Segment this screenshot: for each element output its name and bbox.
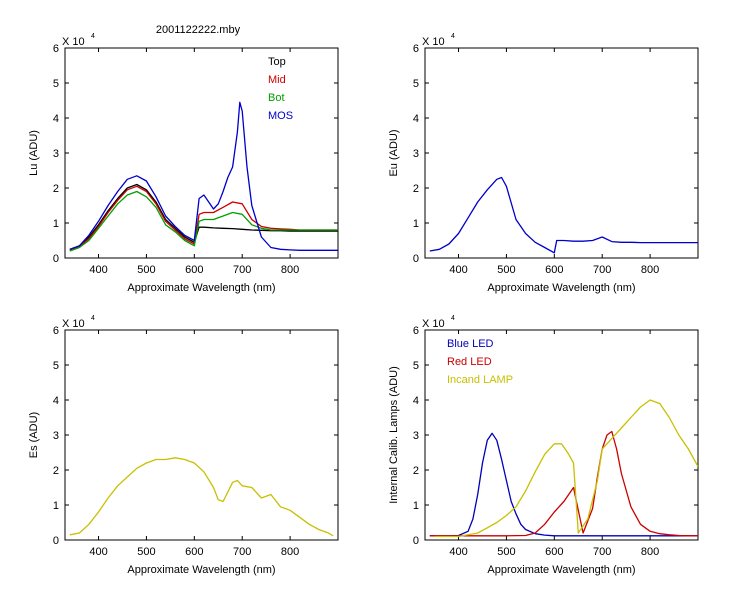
figure-title: 2001122222.mby xyxy=(156,24,241,36)
x-tick-label: 800 xyxy=(281,546,299,558)
series-group xyxy=(429,399,698,538)
series-group xyxy=(429,176,698,254)
chart-eu: 0 1 2 3 4 5 6 400 500 600 700 800 X 10 4 Approximate W… xyxy=(388,33,699,294)
y-tick-label: 4 xyxy=(53,395,59,407)
series-line-incand-lamp xyxy=(434,399,698,538)
x-tick-label: 700 xyxy=(233,264,251,276)
legend-entry-blue-led: Blue LED xyxy=(447,338,494,350)
y-tick-label: 0 xyxy=(53,535,59,547)
y-tick-label: 0 xyxy=(413,535,419,547)
y-tick-label: 4 xyxy=(413,113,419,125)
x-tick-label: 600 xyxy=(185,264,203,276)
x-tick-label: 400 xyxy=(449,264,467,276)
series-group xyxy=(69,457,334,537)
x-tick-label: 800 xyxy=(281,264,299,276)
x-tick-label: 800 xyxy=(641,546,659,558)
x-axis-label: Approximate Wavelength (nm) xyxy=(487,564,635,576)
legend-entry-top: Top xyxy=(268,56,286,68)
y-tick-label: 1 xyxy=(413,218,419,230)
y-scale-exponent-power: 4 xyxy=(451,33,455,40)
plot-area xyxy=(64,47,339,259)
y-tick-label: 6 xyxy=(413,325,419,337)
y-tick-label: 6 xyxy=(53,325,59,337)
legend-entry-mos: MOS xyxy=(268,110,293,122)
y-scale-exponent-power: 4 xyxy=(91,315,95,322)
x-tick-label: 700 xyxy=(233,546,251,558)
x-tick-label: 700 xyxy=(593,264,611,276)
y-scale-exponent: X 10 xyxy=(62,36,85,48)
y-tick-label: 3 xyxy=(413,430,419,442)
y-tick-label: 5 xyxy=(53,360,59,372)
y-axis-label: Es (ADU) xyxy=(28,412,40,458)
y-tick-label: 1 xyxy=(53,500,59,512)
series-line-mos xyxy=(69,101,338,251)
y-tick-label: 5 xyxy=(53,78,59,90)
y-tick-label: 5 xyxy=(413,78,419,90)
series-group xyxy=(69,101,338,252)
x-tick-label: 400 xyxy=(89,264,107,276)
y-tick-label: 2 xyxy=(53,183,59,195)
y-tick-label: 6 xyxy=(413,43,419,55)
x-tick-label: 700 xyxy=(593,546,611,558)
y-axis-label: Eu (ADU) xyxy=(388,129,400,176)
x-tick-label: 800 xyxy=(641,264,659,276)
x-tick-label: 600 xyxy=(545,546,563,558)
legend-entry-red-led: Red LED xyxy=(447,356,492,368)
y-scale-exponent-power: 4 xyxy=(451,315,455,322)
y-scale-exponent-power: 4 xyxy=(91,33,95,40)
chart-lamps: 0 1 2 3 4 5 6 400 500 600 700 800 X 10 4 Approximate W… xyxy=(388,315,699,576)
legend-entry-incand-lamp: Incand LAMP xyxy=(447,374,513,386)
x-axis-label: Approximate Wavelength (nm) xyxy=(127,282,275,294)
x-tick-label: 400 xyxy=(89,546,107,558)
x-axis-label: Approximate Wavelength (nm) xyxy=(127,564,275,576)
legend-entry-bot: Bot xyxy=(268,92,285,104)
x-tick-label: 600 xyxy=(545,264,563,276)
y-tick-label: 2 xyxy=(413,183,419,195)
y-tick-label: 3 xyxy=(413,148,419,160)
y-tick-label: 3 xyxy=(53,430,59,442)
chart-es: 0 1 2 3 4 5 6 400 500 600 700 800 X 10 4 Approximate W… xyxy=(28,315,339,576)
y-tick-label: 2 xyxy=(413,465,419,477)
y-tick-label: 0 xyxy=(53,253,59,265)
x-tick-label: 400 xyxy=(449,546,467,558)
y-tick-label: 4 xyxy=(413,395,419,407)
y-tick-label: 4 xyxy=(53,113,59,125)
x-tick-label: 500 xyxy=(137,546,155,558)
y-scale-exponent: X 10 xyxy=(62,318,85,330)
chart-lu: 0 1 2 3 4 5 6 400 500 600 700 800 X 10 4 Approximate W… xyxy=(28,33,339,294)
series-line-es xyxy=(69,457,334,537)
y-axis-label: Internal Calib. Lamps (ADU) xyxy=(388,366,400,504)
y-tick-label: 2 xyxy=(53,465,59,477)
series-line-eu xyxy=(429,176,698,254)
y-tick-label: 6 xyxy=(53,43,59,55)
y-tick-label: 1 xyxy=(413,500,419,512)
x-axis-label: Approximate Wavelength (nm) xyxy=(487,282,635,294)
series-line-blue-led xyxy=(429,432,698,537)
x-tick-label: 500 xyxy=(137,264,155,276)
plot-area xyxy=(64,329,339,541)
plot-area xyxy=(424,47,699,259)
series-line-bot xyxy=(69,190,338,252)
series-line-red-led xyxy=(429,430,698,537)
y-axis-label: Lu (ADU) xyxy=(28,130,40,176)
x-tick-label: 600 xyxy=(185,546,203,558)
legend-entry-mid: Mid xyxy=(268,74,286,86)
y-scale-exponent: X 10 xyxy=(422,318,445,330)
y-tick-label: 3 xyxy=(53,148,59,160)
series-line-top xyxy=(69,183,338,250)
y-scale-exponent: X 10 xyxy=(422,36,445,48)
y-tick-label: 1 xyxy=(53,218,59,230)
x-tick-label: 500 xyxy=(497,264,515,276)
y-tick-label: 5 xyxy=(413,360,419,372)
x-tick-label: 500 xyxy=(497,546,515,558)
y-tick-label: 0 xyxy=(413,253,419,265)
